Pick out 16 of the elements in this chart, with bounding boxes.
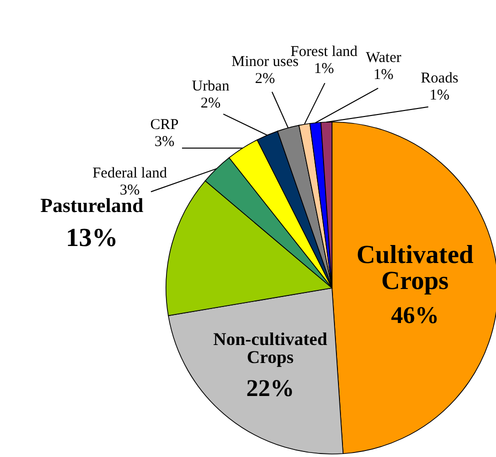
data-label: 1% <box>314 61 334 78</box>
data-label: 3% <box>154 134 174 150</box>
data-label: 22% <box>246 376 294 402</box>
data-label: 1% <box>430 88 450 104</box>
data-label: 2% <box>255 70 276 87</box>
data-label: 46% <box>390 303 439 330</box>
slice-label: Non-cultivated Crops <box>213 329 328 368</box>
data-label: 1% <box>374 66 394 83</box>
slice-label: Roads <box>420 70 458 87</box>
slice-label: Federal land <box>92 165 168 182</box>
slice-label: Cultivated Crops <box>356 240 474 296</box>
slice-label: CRP <box>150 116 179 133</box>
slice-label: Urban <box>192 78 230 95</box>
data-label: 13% <box>66 223 118 252</box>
data-label: 2% <box>200 96 221 112</box>
slice-label: Water <box>366 50 402 66</box>
